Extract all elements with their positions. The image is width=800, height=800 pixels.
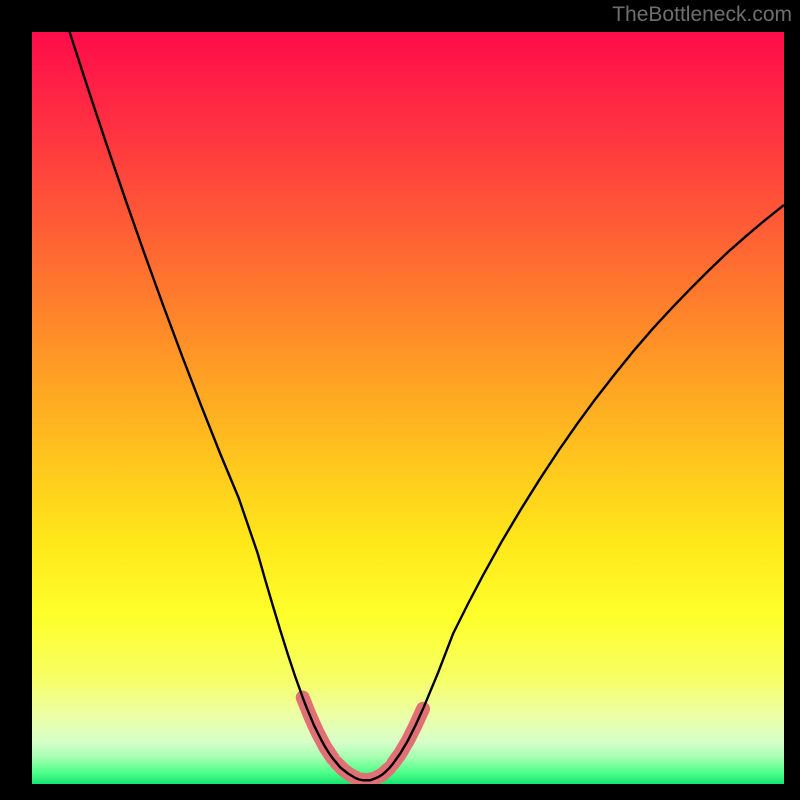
chart-svg	[0, 0, 800, 800]
chart-container: TheBottleneck.com	[0, 0, 800, 800]
plot-area	[32, 32, 784, 784]
